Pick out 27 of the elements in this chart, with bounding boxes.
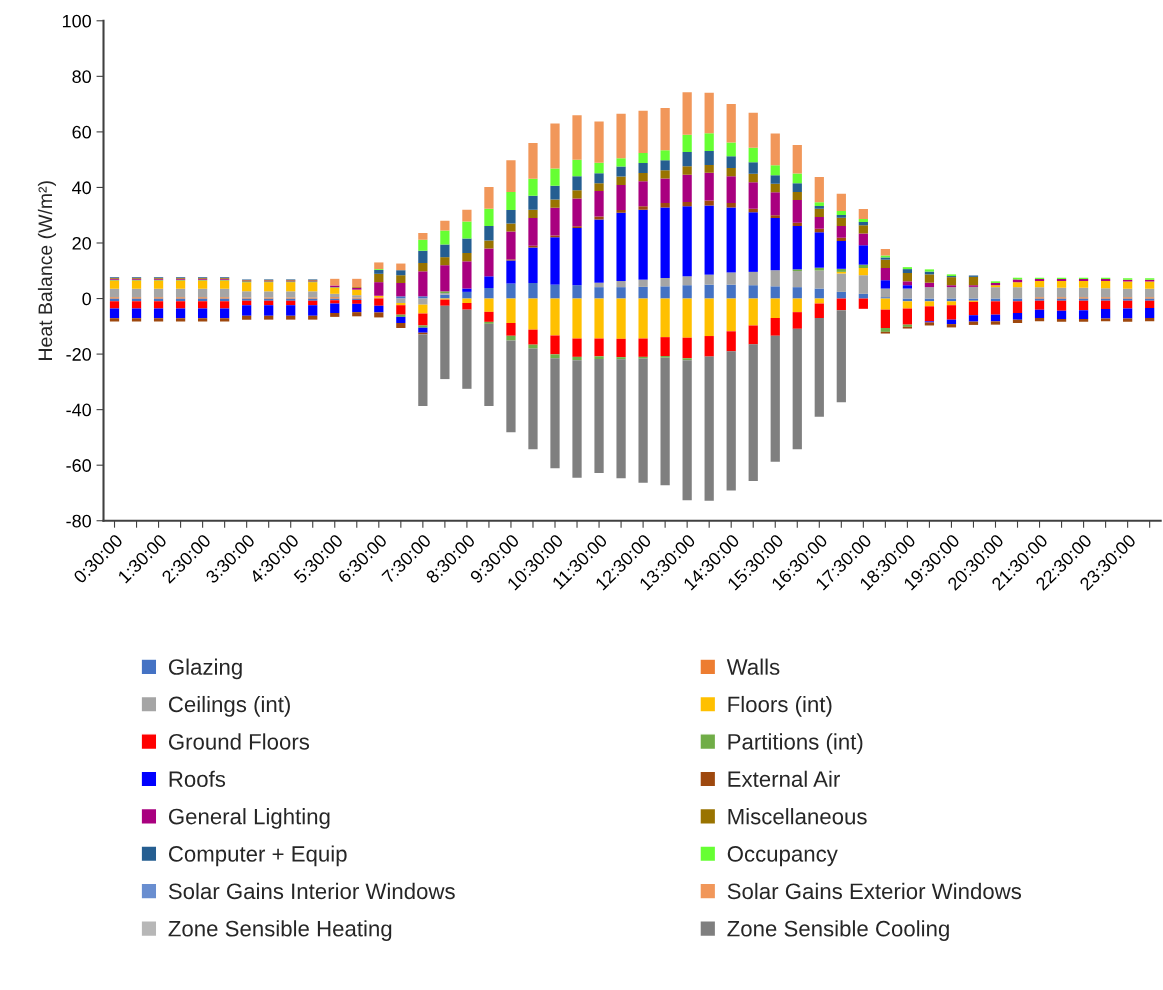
legend-label: Ceilings (int) [168, 695, 290, 717]
legend-label: General Lighting [168, 808, 330, 829]
y-tick-label: 60 [72, 125, 91, 139]
legend-label: Glazing [168, 658, 242, 680]
y-axis-title: Heat Balance (W/m²) [37, 181, 57, 360]
legend-label: Zone Sensible Cooling [727, 920, 949, 941]
legend-label: Partitions (int) [728, 733, 863, 755]
legend-label: Miscellaneous [728, 808, 867, 825]
legend-label: Floors (int) [728, 695, 832, 717]
y-tick-label: 100 [62, 14, 91, 28]
legend-label: Roofs [169, 770, 226, 788]
legend-label: Occupancy [727, 846, 838, 867]
y-tick-label: 80 [72, 70, 91, 84]
legend-label: Ground Floors [168, 733, 310, 750]
legend-label: External Air [728, 770, 840, 788]
y-tick-label: -80 [66, 514, 91, 528]
y-tick-label: 40 [72, 181, 91, 195]
legend-label: Computer + Equip [168, 845, 347, 867]
y-tick-label: -20 [66, 348, 91, 361]
legend-label: Solar Gains Interior Windows [168, 882, 455, 900]
y-tick-label: -40 [66, 403, 91, 417]
legend-label: Walls [726, 658, 780, 675]
y-tick-label: 20 [72, 236, 91, 250]
legend-label: Zone Sensible Heating [168, 920, 392, 941]
y-tick-label: 0 [82, 292, 91, 306]
y-tick-label: -60 [66, 459, 91, 472]
legend-label: Solar Gains Exterior Windows [727, 882, 1022, 900]
